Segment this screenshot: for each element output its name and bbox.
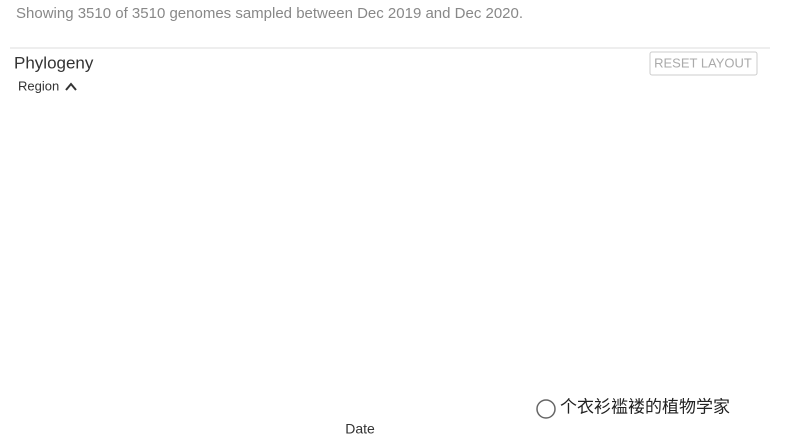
panel-title: Phylogeny [14, 53, 94, 72]
header-text: Showing 3510 of 3510 genomes sampled bet… [16, 5, 523, 22]
watermark-icon [536, 399, 556, 419]
reset-button-label[interactable]: RESET LAYOUT [654, 55, 752, 70]
axis-title: Date [345, 421, 375, 437]
legend-bg [16, 78, 336, 168]
legend-title[interactable]: Region [18, 78, 59, 93]
legend: Region [16, 78, 336, 168]
reset-button[interactable] [649, 51, 758, 76]
watermark: 个衣衫褴褛的植物学家 [560, 397, 730, 416]
legend-chevron[interactable] [65, 82, 77, 91]
